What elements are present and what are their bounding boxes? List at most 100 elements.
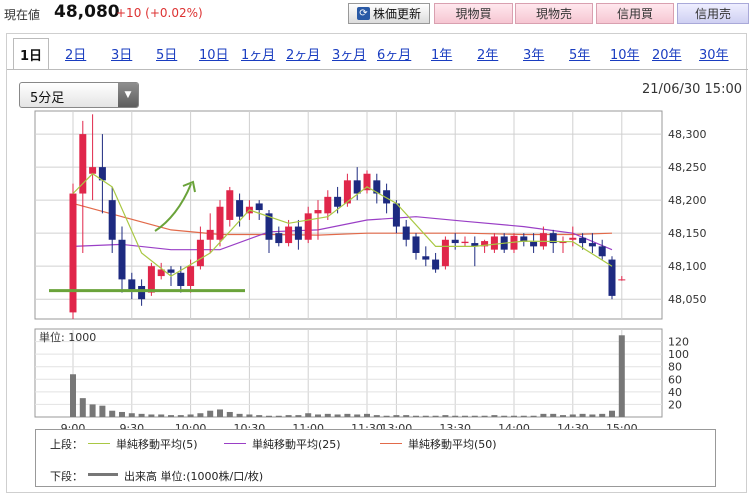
volume-bar — [560, 415, 566, 417]
candle-body — [79, 134, 87, 194]
cash-sell-button[interactable]: 現物売 — [515, 3, 593, 24]
volume-bar — [236, 413, 243, 417]
margin-sell-button[interactable]: 信用売 — [677, 3, 749, 24]
candle-body — [402, 226, 410, 240]
candle-body — [236, 200, 244, 217]
tab-1month[interactable]: 1ヶ月 — [241, 48, 276, 63]
tab-1year[interactable]: 1年 — [431, 48, 453, 63]
volume-bar — [403, 415, 410, 417]
candle-body — [98, 167, 106, 181]
volume-bar — [119, 411, 125, 417]
candle-body — [471, 243, 479, 247]
candle-body — [285, 226, 293, 244]
volume-bar — [462, 415, 468, 417]
tab-5years[interactable]: 5年 — [569, 48, 591, 63]
candle-body — [334, 196, 342, 207]
candle-body — [481, 241, 489, 247]
volume-bar — [589, 414, 596, 417]
volume-bar — [197, 413, 204, 417]
tab-2years[interactable]: 2年 — [477, 48, 499, 63]
volume-bar — [207, 410, 214, 417]
candle-body — [569, 237, 577, 240]
margin-buy-button[interactable]: 信用買 — [596, 3, 674, 24]
candle-body — [598, 246, 606, 257]
volume-bar — [187, 414, 194, 417]
ma50-line — [72, 202, 613, 236]
price-tick-label: 48,150 — [668, 227, 707, 240]
candle-body — [157, 269, 165, 277]
tab-30years[interactable]: 30年 — [699, 48, 729, 63]
trend-arrowhead-annotation — [182, 180, 196, 193]
volume-tick-label: 120 — [668, 336, 689, 349]
candle-body — [255, 203, 263, 211]
candle-body — [422, 256, 430, 260]
volume-tick-label: 40 — [668, 386, 682, 399]
tab-3years[interactable]: 3年 — [523, 48, 545, 63]
volume-bar — [344, 413, 351, 417]
candle-body — [490, 236, 498, 250]
candle-body — [265, 213, 273, 240]
tab-10days[interactable]: 10日 — [199, 48, 229, 63]
candle-body — [147, 266, 155, 293]
volume-bar — [373, 415, 380, 417]
candle-body — [69, 193, 77, 313]
period-tabs: 1日 2日 3日 5日 10日 1ヶ月 2ヶ月 3ヶ月 6ヶ月 1年 2年 3年… — [7, 34, 748, 70]
volume-bar — [599, 413, 606, 417]
volume-bar — [393, 415, 400, 417]
price-tick-label: 48,050 — [668, 293, 707, 306]
volume-bar — [432, 415, 439, 417]
candle-body — [324, 196, 332, 214]
ma5-line — [72, 172, 613, 277]
price-tick-label: 48,200 — [668, 194, 707, 207]
volume-tick-label: 100 — [668, 348, 689, 361]
tab-10years[interactable]: 10年 — [610, 48, 640, 63]
candle-body — [588, 243, 596, 247]
volume-bar — [471, 415, 478, 417]
chart-panel: 1日 2日 3日 5日 10日 1ヶ月 2ヶ月 3ヶ月 6ヶ月 1年 2年 3年… — [6, 33, 748, 493]
candle-body — [392, 203, 400, 227]
volume-bar — [334, 414, 341, 417]
volume-tick-label: 20 — [668, 398, 682, 411]
volume-bar — [442, 415, 449, 417]
candle-body — [196, 239, 204, 267]
current-price-label: 現在値 — [4, 8, 41, 22]
legend-ma50: 単純移動平均(50) — [408, 438, 497, 451]
volume-bar — [148, 414, 155, 417]
candle-body — [89, 167, 97, 174]
legend-ma25: 単純移動平均(25) — [252, 438, 341, 451]
cash-buy-button[interactable]: 現物買 — [434, 3, 513, 24]
tab-6months[interactable]: 6ヶ月 — [377, 48, 412, 63]
tab-3days[interactable]: 3日 — [111, 48, 133, 63]
legend-ma50-swatch — [380, 443, 402, 444]
volume-bar — [158, 414, 165, 417]
price-change: +10 (+0.02%) — [116, 6, 203, 20]
refresh-price-button[interactable]: ⟳ 株価更新 — [348, 3, 430, 24]
volume-bar — [491, 415, 498, 417]
candle-body — [177, 272, 185, 286]
legend-volume: 出来高 単位:(1000株/口/枚) — [124, 470, 264, 483]
interval-select[interactable]: 5分足 ▼ — [19, 82, 139, 108]
volume-bar — [413, 415, 419, 417]
tab-5days[interactable]: 5日 — [156, 48, 178, 63]
current-price-value: 48,080 — [54, 2, 120, 22]
candle-body — [118, 239, 126, 280]
candle-body — [138, 285, 146, 300]
candle-body — [373, 180, 381, 194]
tab-2days[interactable]: 2日 — [65, 48, 87, 63]
tab-1day[interactable]: 1日 — [13, 38, 49, 70]
tab-2months[interactable]: 2ヶ月 — [286, 48, 321, 63]
candle-body — [343, 180, 351, 204]
tab-divider — [7, 69, 748, 70]
volume-bar — [618, 335, 625, 417]
price-tick-label: 48,100 — [668, 260, 707, 273]
trend-arrow-annotation — [154, 183, 192, 232]
volume-bar — [530, 415, 537, 417]
volume-bar — [452, 415, 459, 417]
volume-bar — [324, 413, 331, 417]
tab-3months[interactable]: 3ヶ月 — [332, 48, 367, 63]
price-tick-label: 48,250 — [668, 161, 707, 174]
candle-body — [520, 236, 528, 242]
volume-bar — [285, 415, 292, 417]
volume-bar — [295, 415, 302, 417]
tab-20years[interactable]: 20年 — [652, 48, 682, 63]
